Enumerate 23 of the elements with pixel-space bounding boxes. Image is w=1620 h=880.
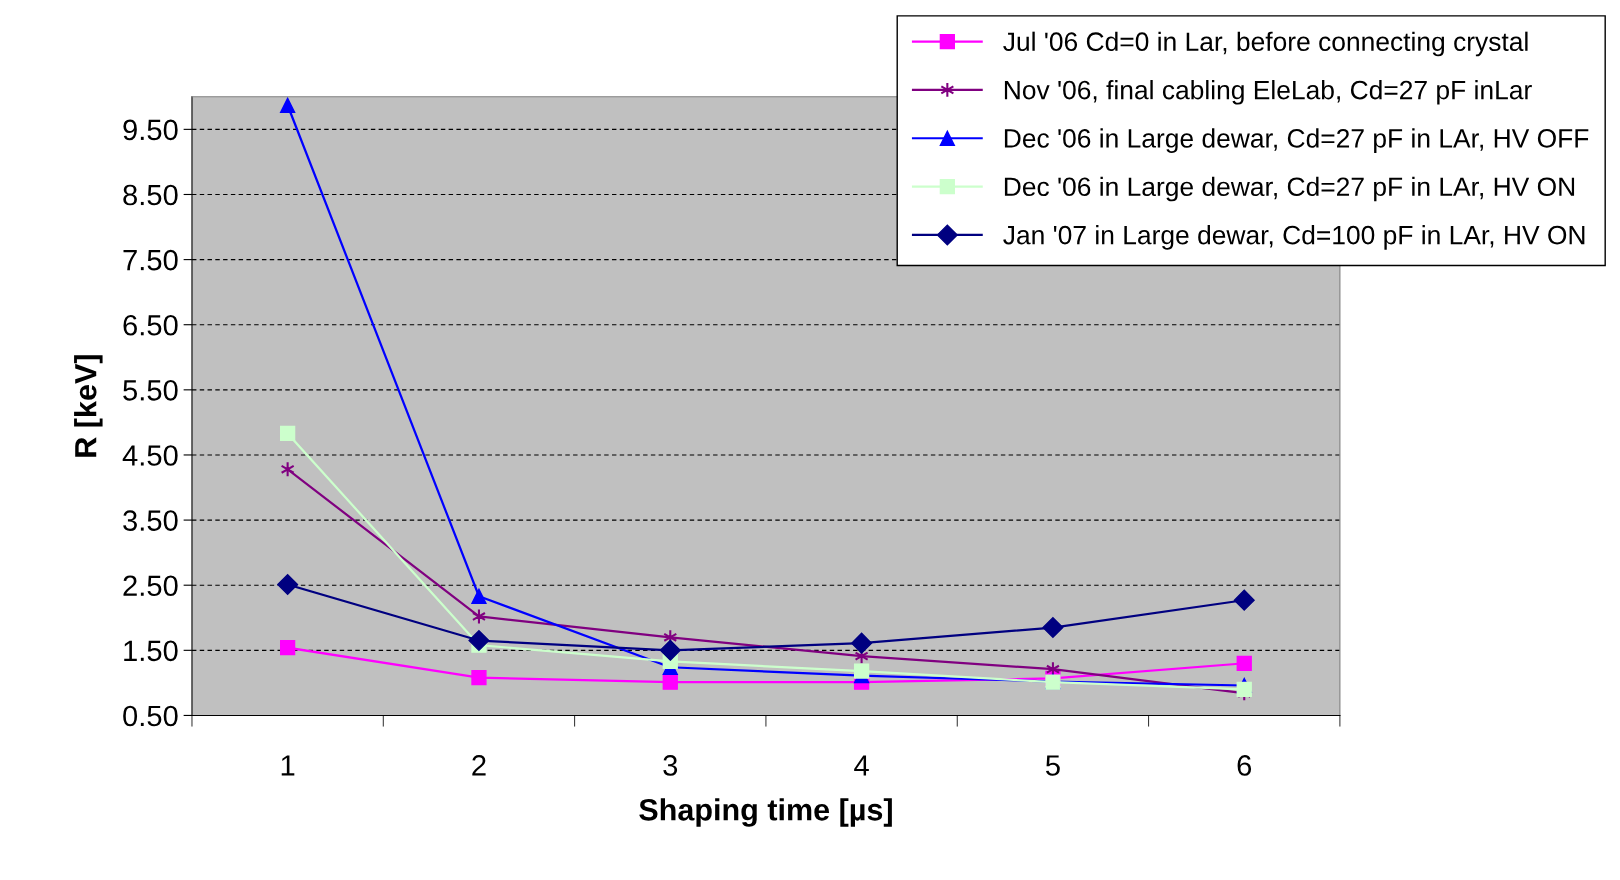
y-tick-label: 6.50 [123, 314, 178, 336]
x-tick-label: 2 [472, 755, 486, 776]
y-tick-label: 7.50 [123, 249, 178, 271]
x-axis-title: Shaping time [µs] [639, 798, 892, 827]
legend-label: Dec '06 in Large dewar, Cd=27 pF in LAr, HV OFF [1004, 128, 1589, 153]
y-tick-label: 1.50 [124, 640, 178, 662]
y-tick-label: 8.50 [123, 184, 178, 206]
y-tick-label: 4.50 [122, 445, 178, 466]
legend-label: Jan '07 in Large dewar, Cd=100 pF in LAr, HV ON [1003, 225, 1585, 250]
x-tick-label: 3 [663, 755, 678, 776]
x-tick-label: 6 [1237, 755, 1252, 776]
y-tick-label: 2.50 [123, 575, 178, 597]
legend-label: Nov '06, final cabling EleLab, Cd=27 pF inLar [1004, 80, 1532, 105]
y-tick-label: 5.50 [123, 380, 178, 401]
y-tick-label: 0.50 [123, 705, 178, 727]
x-tick-label: 1 [281, 755, 295, 776]
y-tick-label: 9.50 [123, 119, 178, 141]
x-tick-label: 5 [1045, 755, 1060, 776]
legend-label: Jul '06 Cd=0 in Lar, before connecting crystal [1003, 31, 1528, 57]
legend-label: Dec '06 in Large dewar, Cd=27 pF in LAr, HV ON [1004, 176, 1575, 202]
y-tick-label: 3.50 [123, 510, 178, 531]
x-tick-label: 4 [854, 755, 869, 776]
y-axis-title: R [keV] [74, 355, 103, 457]
